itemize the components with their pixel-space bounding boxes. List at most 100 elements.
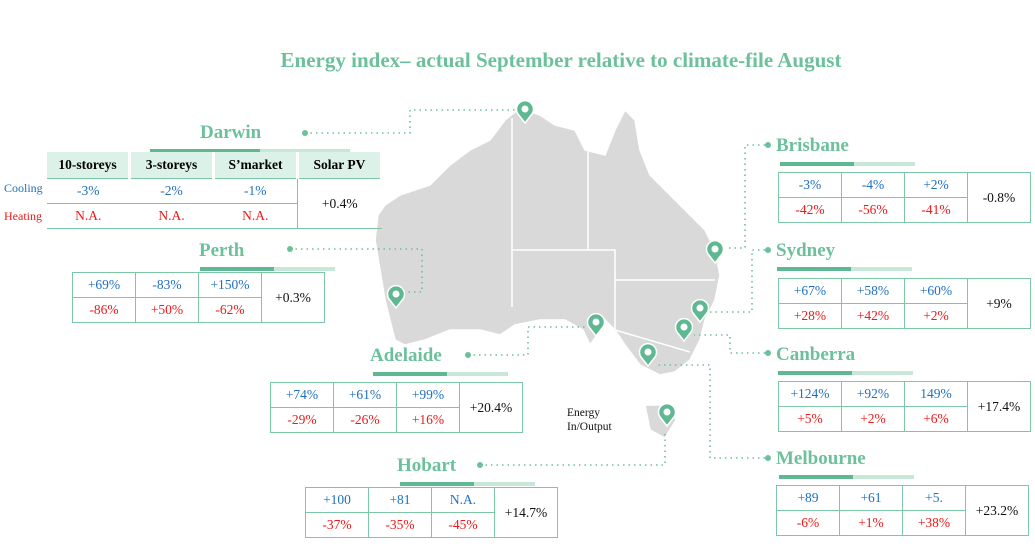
heating-value: -41% — [904, 197, 968, 223]
cooling-value: +2% — [904, 172, 968, 198]
heating-value: -56% — [841, 197, 905, 223]
city-name: Melbourne — [776, 448, 866, 469]
heating-value: +38% — [902, 510, 966, 536]
city-name: Canberra — [776, 344, 856, 365]
heating-value: +16% — [396, 407, 460, 433]
heating-value: +1% — [839, 510, 903, 536]
cooling-value: +74% — [270, 382, 334, 408]
cooling-value: +69% — [72, 272, 136, 298]
heating-value: +50% — [135, 297, 199, 323]
map-shape — [374, 107, 721, 439]
column-header: S’market — [213, 152, 299, 179]
city-name: Sydney — [776, 240, 836, 261]
solar-pv-value: +14.7% — [494, 487, 558, 538]
city-energy-table: -3% -4% +2% -0.8% -42% -56% -41% — [778, 172, 1031, 223]
heating-value: -35% — [368, 512, 432, 538]
cooling-value: +67% — [778, 278, 842, 304]
cooling-value: -1% — [213, 178, 298, 204]
cooling-value: +99% — [396, 382, 460, 408]
map-pin-icon — [515, 99, 535, 125]
cooling-value: +58% — [841, 278, 905, 304]
heating-value: +2% — [841, 406, 905, 432]
heating-value: N.A. — [47, 203, 130, 229]
solar-pv-value: +0.3% — [261, 272, 325, 323]
solar-pv-value: +20.4% — [459, 382, 523, 433]
city-underline — [778, 371, 913, 375]
heating-value: -86% — [72, 297, 136, 323]
city-name: Perth — [199, 240, 245, 261]
cooling-value: +100 — [305, 487, 369, 513]
solar-pv-value: +17.4% — [967, 381, 1031, 432]
connector-dots — [287, 130, 771, 468]
cooling-value: +89 — [776, 485, 840, 511]
city-underline — [150, 149, 350, 153]
cooling-value: -4% — [841, 172, 905, 198]
city-name: Darwin — [200, 122, 262, 143]
city-name: Adelaide — [370, 345, 442, 366]
heating-value: N.A. — [129, 203, 214, 229]
solar-pv-value: -0.8% — [967, 172, 1031, 223]
city-underline — [777, 267, 912, 271]
heating-value: -29% — [270, 407, 334, 433]
heating-value: -42% — [778, 197, 842, 223]
map-pin-icon — [386, 284, 406, 310]
heating-value: -62% — [198, 297, 262, 323]
legend-note: Energy In/Output — [567, 407, 612, 433]
heating-value: N.A. — [213, 203, 298, 229]
heating-value: -45% — [431, 512, 495, 538]
solar-pv-value: +9% — [967, 278, 1031, 329]
city-energy-table: +69% -83% +150% +0.3% -86% +50% -62% — [72, 272, 325, 323]
cooling-value: -2% — [129, 178, 214, 204]
city-energy-table: +89 +61 +5. +23.2% -6% +1% +38% — [776, 485, 1029, 536]
cooling-value: -3% — [778, 172, 842, 198]
city-underline — [400, 482, 535, 486]
heating-value: -37% — [305, 512, 369, 538]
cooling-value: +60% — [904, 278, 968, 304]
heating-value: +28% — [778, 303, 842, 329]
connector-lines — [290, 109, 765, 466]
map-pin-icon — [657, 402, 677, 428]
heating-value: +5% — [778, 406, 842, 432]
cooling-value: +124% — [778, 381, 842, 407]
heating-value: -26% — [333, 407, 397, 433]
city-underline — [780, 162, 915, 166]
map-pin-icon — [674, 317, 694, 343]
cooling-value: -83% — [135, 272, 199, 298]
heating-value: +6% — [904, 406, 968, 432]
column-header: 10-storeys — [47, 152, 131, 179]
cooling-value: +150% — [198, 272, 262, 298]
cooling-value: +81 — [368, 487, 432, 513]
city-underline — [779, 475, 914, 479]
heating-value: +2% — [904, 303, 968, 329]
city-energy-table: +100 +81 N.A. +14.7% -37% -35% -45% — [305, 487, 558, 538]
cooling-value: +92% — [841, 381, 905, 407]
cooling-value: +61% — [333, 382, 397, 408]
city-energy-table: 10-storeys 3-storeys S’market Solar PV -3% -2… — [47, 152, 383, 229]
cooling-label: Cooling — [4, 181, 43, 195]
map-pin-icon — [586, 312, 606, 338]
cooling-value: +61 — [839, 485, 903, 511]
solar-pv-value: +0.4% — [297, 178, 382, 229]
city-name: Hobart — [397, 455, 457, 476]
city-underline — [200, 267, 335, 271]
column-header: 3-storeys — [129, 152, 215, 179]
map-pin-icon — [690, 298, 710, 324]
cooling-value: N.A. — [431, 487, 495, 513]
map-pin-icon — [705, 239, 725, 265]
heating-value: +42% — [841, 303, 905, 329]
city-energy-table: +67% +58% +60% +9% +28% +42% +2% — [778, 278, 1031, 329]
cooling-value: +5. — [902, 485, 966, 511]
solar-pv-value: +23.2% — [965, 485, 1029, 536]
column-header: Solar PV — [297, 152, 383, 179]
city-energy-table: +124% +92% 149% +17.4% +5% +2% +6% — [778, 381, 1031, 432]
city-energy-table: +74% +61% +99% +20.4% -29% -26% +16% — [270, 382, 523, 433]
cooling-value: 149% — [904, 381, 968, 407]
city-underline — [373, 372, 508, 376]
heating-value: -6% — [776, 510, 840, 536]
page-title: Energy index– actual September relative … — [280, 48, 842, 72]
city-name: Brisbane — [776, 135, 849, 156]
map-pin-icon — [638, 342, 658, 368]
heating-label: Heating — [4, 209, 42, 223]
